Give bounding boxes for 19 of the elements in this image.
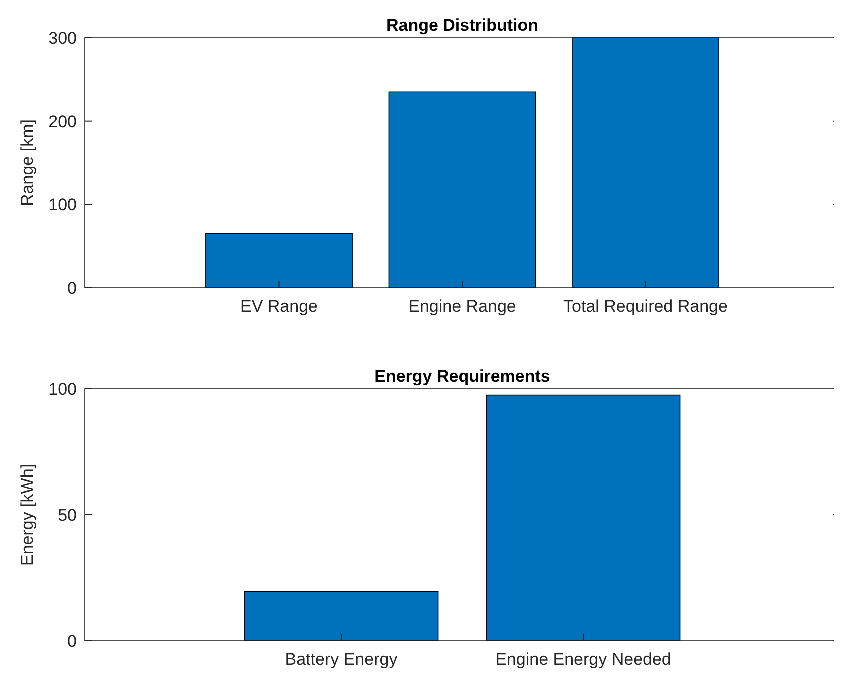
x-tick-label: Engine Energy Needed: [496, 650, 672, 669]
bar: [572, 38, 720, 288]
y-axis-title: Energy [kWh]: [18, 464, 37, 566]
x-tick-label: EV Range: [240, 297, 318, 316]
x-tick-label: Total Required Range: [564, 297, 728, 316]
bar: [388, 92, 536, 288]
y-tick-label: 0: [68, 278, 77, 298]
bar: [206, 233, 353, 288]
x-tick-label: Battery Energy: [285, 650, 398, 669]
y-tick-label: 50: [58, 506, 77, 525]
y-tick-label: 100: [48, 196, 77, 215]
chart-title: Range Distribution: [386, 16, 539, 35]
y-tick-label: 300: [48, 28, 77, 48]
y-tick-label: 200: [48, 112, 77, 132]
y-tick-label: 100: [48, 380, 77, 399]
y-axis-title: Range [km]: [18, 120, 37, 206]
y-tick-label: 0: [68, 632, 77, 651]
chart-title: Energy Requirements: [374, 367, 550, 386]
x-tick-label: Engine Range: [408, 297, 516, 316]
